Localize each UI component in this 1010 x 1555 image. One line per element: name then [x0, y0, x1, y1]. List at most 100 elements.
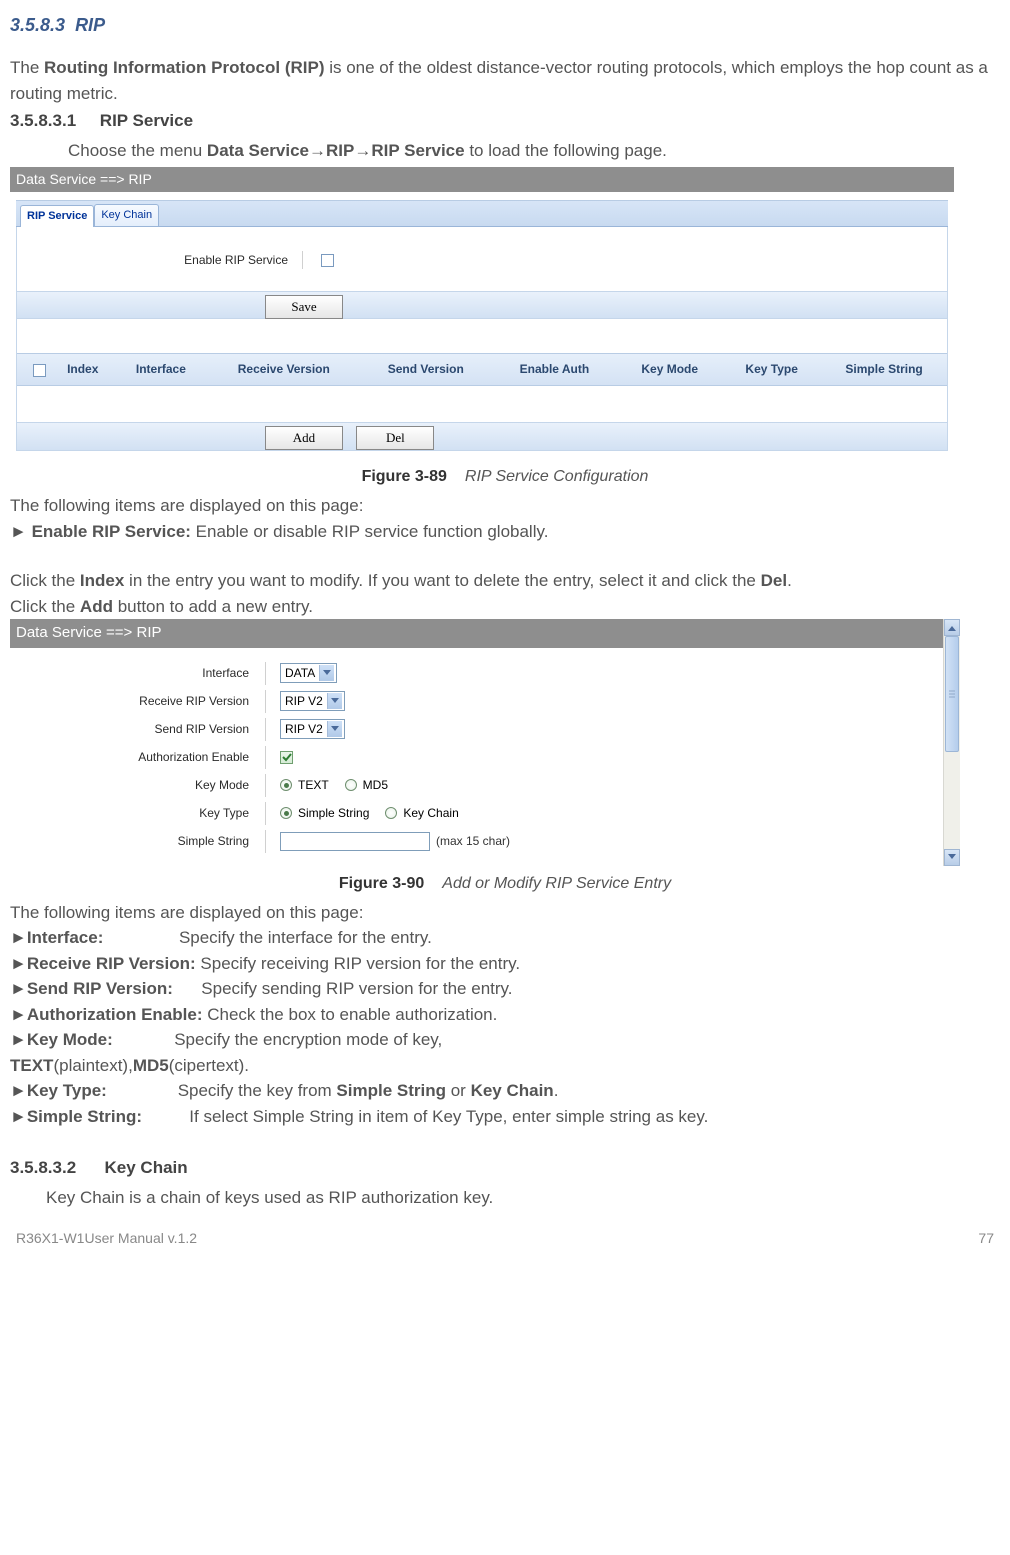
menu-path: Choose the menu Data Service→RIP→RIP Ser… [10, 138, 1000, 164]
page-footer: R36X1-W1User Manual v.1.2 77 [10, 1228, 1000, 1249]
fig90-label: Figure 3-90 [339, 875, 424, 892]
col-key-type: Key Type [722, 360, 821, 379]
item-receive-version: ►Receive RIP Version: Specify receiving … [10, 951, 1000, 977]
enable-rip-checkbox[interactable] [321, 254, 334, 267]
menu-b3: RIP Service [371, 141, 464, 160]
tab-strip: RIP Service Key Chain [16, 200, 948, 227]
it-f-b2: Key Chain [471, 1081, 554, 1100]
scroll-down-icon[interactable] [944, 849, 960, 866]
vertical-scrollbar[interactable] [943, 619, 960, 866]
col-simple-string: Simple String [821, 360, 947, 379]
section-num: 3.5.8.3 [10, 15, 65, 35]
p2a-pre: Click the [10, 571, 80, 590]
item-simple-string: ►Simple String: If select Simple String … [10, 1104, 1000, 1130]
p2a-b1: Index [80, 571, 124, 590]
intro-paragraph: The Routing Information Protocol (RIP) i… [10, 55, 1000, 106]
item-send-version: ►Send RIP Version: Specify sending RIP v… [10, 976, 1000, 1002]
item-auth-enable: ►Authorization Enable: Check the box to … [10, 1002, 1000, 1028]
bullet-icon: ► [10, 522, 32, 541]
it-d-label: Authorization Enable: [27, 1005, 203, 1024]
figure-90-caption: Figure 3-90 Add or Modify RIP Service Ent… [10, 872, 1000, 896]
scroll-up-icon[interactable] [944, 619, 960, 636]
fig89-label: Figure 3-89 [362, 468, 447, 485]
sub1-title: RIP Service [100, 111, 193, 130]
rip-table-header: Index Interface Receive Version Send Ver… [17, 353, 947, 386]
key-mode-text-radio[interactable] [280, 779, 292, 791]
tx-version-select[interactable]: RIP V2 [280, 719, 345, 739]
add-button[interactable]: Add [265, 426, 343, 450]
it-e-label: Key Mode: [27, 1030, 113, 1049]
section-heading: 3.5.8.3 RIP [10, 12, 1000, 39]
save-button[interactable]: Save [265, 295, 343, 319]
it-c-label: Send RIP Version: [27, 979, 173, 998]
col-index: Index [51, 360, 114, 379]
breadcrumb-bar: Data Service ==> RIP [10, 167, 954, 192]
subsection-1-heading: 3.5.8.3.1 RIP Service [10, 108, 1000, 134]
sub1-num: 3.5.8.3.1 [10, 111, 76, 130]
it-f-label: Key Type: [27, 1081, 107, 1100]
bullet-icon: ► [10, 1107, 27, 1126]
p2b-b: Add [80, 597, 113, 616]
simple-string-label: Simple String [10, 830, 266, 853]
section-title: RIP [75, 15, 105, 35]
it-a-desc: Specify the interface for the entry. [179, 928, 432, 947]
key-mode-label: Key Mode [10, 774, 266, 797]
menu-arr1: → [309, 141, 326, 160]
bullet-icon: ► [10, 954, 27, 973]
p2a-end: . [787, 571, 792, 590]
it-g-label: Simple String: [27, 1107, 142, 1126]
enable-rip-label: Enable RIP Service [17, 251, 303, 269]
p2a-mid: in the entry you want to modify. If you … [124, 571, 760, 590]
menu-arr2: → [354, 141, 371, 160]
item-key-mode: ►Key Mode: Specify the encryption mode o… [10, 1027, 1000, 1078]
it-a-label: Interface: [27, 928, 104, 947]
key-mode-md5-radio[interactable] [345, 779, 357, 791]
item1-desc: Enable or disable RIP service function g… [191, 522, 549, 541]
item-interface: ►Interface: Specify the interface for th… [10, 925, 1000, 951]
it-e-m2: (cipertext). [169, 1056, 249, 1075]
p2b-end: button to add a new entry. [113, 597, 313, 616]
sub2-title: Key Chain [105, 1158, 188, 1177]
bullet-icon: ► [10, 979, 27, 998]
it-f-mid: or [446, 1081, 471, 1100]
col-key-mode: Key Mode [617, 360, 722, 379]
fig90-title: Add or Modify RIP Service Entry [442, 875, 671, 892]
key-type-chain-radio[interactable] [385, 807, 397, 819]
col-enable-auth: Enable Auth [492, 360, 618, 379]
col-interface: Interface [114, 360, 207, 379]
it-e-m1: (plaintext), [53, 1056, 132, 1075]
tx-version-value: RIP V2 [285, 720, 323, 738]
it-b-label: Receive RIP Version: [27, 954, 196, 973]
key-type-simple-radio[interactable] [280, 807, 292, 819]
tab-rip-service[interactable]: RIP Service [20, 205, 94, 227]
fig89-title: RIP Service Configuration [465, 468, 649, 485]
interface-value: DATA [285, 664, 315, 682]
del-button[interactable]: Del [356, 426, 434, 450]
tx-version-label: Send RIP Version [10, 718, 266, 741]
chevron-down-icon [327, 721, 342, 737]
simple-string-hint: (max 15 char) [436, 832, 510, 850]
select-all-checkbox[interactable] [33, 364, 46, 377]
rip-entry-screenshot: Data Service ==> RIP Interface DATA Rece… [10, 619, 960, 866]
menu-b2: RIP [326, 141, 354, 160]
scroll-track[interactable] [944, 636, 960, 849]
item1-label: Enable RIP Service: [32, 522, 191, 541]
interface-select[interactable]: DATA [280, 663, 337, 683]
footer-left: R36X1-W1User Manual v.1.2 [16, 1228, 197, 1249]
key-type-simple-label: Simple String [298, 804, 369, 822]
bullet-icon: ► [10, 928, 27, 947]
p2a-b2: Del [761, 571, 787, 590]
keychain-para: Key Chain is a chain of keys used as RIP… [10, 1185, 1000, 1211]
bullet-icon: ► [10, 1030, 27, 1049]
chevron-down-icon [327, 693, 342, 709]
rx-version-select[interactable]: RIP V2 [280, 691, 345, 711]
tab-key-chain[interactable]: Key Chain [94, 204, 159, 226]
it-e-desc: Specify the encryption mode of key, [174, 1030, 442, 1049]
footer-page-number: 77 [978, 1228, 994, 1249]
auth-enable-checkbox[interactable] [280, 751, 293, 764]
item-enable-rip: ► Enable RIP Service: Enable or disable … [10, 519, 1000, 545]
scroll-thumb[interactable] [945, 636, 959, 752]
it-f-end: . [554, 1081, 559, 1100]
simple-string-input[interactable] [280, 832, 430, 851]
it-f-b1: Simple String [336, 1081, 446, 1100]
